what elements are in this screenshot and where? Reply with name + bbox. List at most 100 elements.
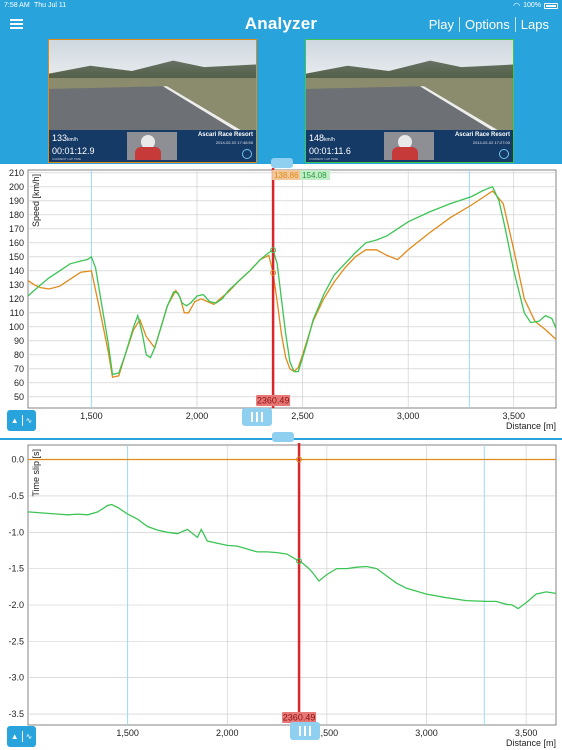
x-tick-label: 3,500 <box>502 411 525 421</box>
y-axis-label: Speed [km/h] <box>31 174 41 227</box>
cursor-point-marker <box>296 456 303 463</box>
y-tick-label: -1.0 <box>8 527 24 537</box>
speed-readout: 133km/h <box>52 133 78 143</box>
y-tick-label: -2.5 <box>8 636 24 646</box>
y-tick-label: 130 <box>9 280 24 290</box>
play-button[interactable]: Play <box>428 17 454 32</box>
plot-area <box>27 444 557 726</box>
x-tick-label: 2,500 <box>316 728 339 738</box>
y-tick-label: 180 <box>9 210 24 220</box>
cursor-value-lap-a: 138.86 <box>274 171 299 180</box>
cursor-point-marker <box>270 247 277 254</box>
video-overlay: 133km/h 00:01:12.9 CURRENT LAP TIME Asca… <box>49 130 256 162</box>
y-tick-label: -3.5 <box>8 709 24 719</box>
y-tick-label: -0.5 <box>8 491 24 501</box>
y-tick-label: 0.0 <box>11 455 24 465</box>
cursor-drag-handle-top[interactable] <box>242 408 272 426</box>
video-lap-b[interactable]: 148km/h 00:01:11.6 CURRENT LAP TIME Asca… <box>305 39 514 163</box>
laps-button[interactable]: Laps <box>514 17 554 32</box>
lap-time-readout: 00:01:12.9 <box>52 146 95 156</box>
video-lap-a[interactable]: 133km/h 00:01:12.9 CURRENT LAP TIME Asca… <box>48 39 257 163</box>
y-tick-label: 200 <box>9 182 24 192</box>
brand-logo-icon <box>242 149 252 159</box>
y-tick-label: 190 <box>9 196 24 206</box>
plot-area <box>27 169 557 409</box>
series-line-lap-b <box>28 503 556 610</box>
status-time: 7:58 AM <box>4 2 30 9</box>
speed-chart[interactable]: 50 60 70 80 90 100 110 120 130 140 150 160 170 180 190… <box>0 164 562 439</box>
y-tick-label: 120 <box>9 294 24 304</box>
cursor-distance-badge <box>282 712 317 723</box>
x-axis-label: Distance [m] <box>506 421 556 431</box>
speed-readout: 148km/h <box>309 133 335 143</box>
y-tick-label: 160 <box>9 238 24 248</box>
driver-camera-image <box>127 132 177 160</box>
x-tick-label: 3,500 <box>515 728 538 738</box>
x-tick-label: 3,000 <box>397 411 420 421</box>
lap-time-caption: CURRENT LAP TIME <box>52 157 82 161</box>
y-tick-label: 90 <box>14 336 24 346</box>
y-axis-label: Time slip [s] <box>31 449 41 497</box>
x-tick-label: 2,000 <box>186 411 209 421</box>
video-overlay: 148km/h 00:01:11.6 CURRENT LAP TIME Asca… <box>306 130 513 162</box>
cursor-distance-badge <box>256 395 291 406</box>
triangle-icon: ▲ <box>10 732 19 741</box>
cursor-distance-label: 2360.49 <box>257 396 290 406</box>
x-tick-label: 1,500 <box>80 411 103 421</box>
triangle-icon: ▲ <box>10 416 19 425</box>
wave-icon: ∿ <box>25 416 33 425</box>
y-tick-label: 210 <box>9 168 24 178</box>
y-tick-label: 100 <box>9 322 24 332</box>
nav-actions: Play Options Laps <box>424 17 554 32</box>
divider-grip-top[interactable] <box>271 158 293 168</box>
cursor-drag-handle-bottom[interactable] <box>290 722 320 740</box>
video-timestamp: 2014-02-02 17:46:55 <box>215 140 253 145</box>
track-name: Ascari Race Resort <box>454 132 510 138</box>
lap-time-caption: CURRENT LAP TIME <box>309 157 339 161</box>
page-title: Analyzer <box>244 14 318 33</box>
y-tick-label: -3.0 <box>8 673 24 683</box>
series-line-lap-b <box>28 185 556 376</box>
y-tick-label: 70 <box>14 364 24 374</box>
cursor-distance-label: 2360.49 <box>283 713 316 723</box>
cursor-value-badge-lap-a <box>272 170 301 180</box>
cursor-value-badge-lap-b <box>300 170 331 180</box>
battery-icon <box>544 2 558 9</box>
navigation-bar: Analyzer Play Options Laps <box>0 11 562 38</box>
y-tick-label: 60 <box>14 378 24 388</box>
video-strip: 133km/h 00:01:12.9 CURRENT LAP TIME Asca… <box>0 38 562 164</box>
y-tick-label: -1.5 <box>8 564 24 574</box>
chart-mode-toggle-top[interactable]: ▲ ∿ <box>7 410 36 431</box>
hamburger-menu-icon[interactable] <box>10 18 24 30</box>
video-timestamp: 2014-02-02 17:27:00 <box>472 140 510 145</box>
lap-time-readout: 00:01:11.6 <box>309 146 351 156</box>
x-axis-label: Distance [m] <box>506 738 556 748</box>
track-name: Ascari Race Resort <box>197 132 253 138</box>
x-tick-label: 2,500 <box>291 411 314 421</box>
chart-mode-toggle-bottom[interactable]: ▲ ∿ <box>7 726 36 747</box>
brand-logo-icon <box>499 149 509 159</box>
cursor-value-lap-b: 154.08 <box>302 171 327 180</box>
cursor-point-marker <box>296 558 303 565</box>
wave-icon: ∿ <box>25 732 33 741</box>
driver-camera-image <box>384 132 434 160</box>
status-indicators: ◠ 100% <box>513 0 558 11</box>
y-tick-label: 150 <box>9 252 24 262</box>
y-tick-label: 140 <box>9 266 24 276</box>
options-button[interactable]: Options <box>458 17 515 32</box>
x-tick-label: 2,000 <box>216 728 239 738</box>
y-tick-label: 110 <box>10 308 24 318</box>
x-tick-label: 1,500 <box>116 728 139 738</box>
status-bar: 7:58 AM Thu Jul 11 ◠ 100% <box>0 0 562 11</box>
divider-grip-middle[interactable] <box>272 432 294 442</box>
status-date: Thu Jul 11 <box>34 2 67 9</box>
y-tick-label: -2.0 <box>8 600 24 610</box>
y-tick-label: 50 <box>14 392 24 402</box>
x-tick-label: 3,000 <box>415 728 438 738</box>
y-tick-label: 170 <box>9 224 24 234</box>
cursor-point-marker <box>270 269 277 276</box>
wifi-icon: ◠ <box>513 1 521 10</box>
time-slip-chart[interactable]: 0.0 -0.5 -1.0 -1.5 -2.0 -2.5 -3.0 -3.5 1,500 2,00… <box>0 439 562 750</box>
battery-percent: 100% <box>523 2 541 9</box>
